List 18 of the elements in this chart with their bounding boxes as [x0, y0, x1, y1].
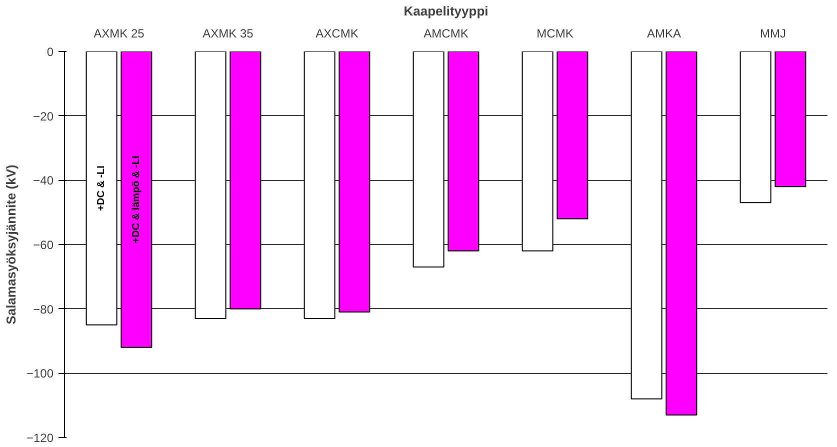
y-tick-label: −60 — [33, 238, 54, 252]
y-axis-title: Salamasyöksyjännite (kV) — [3, 164, 18, 324]
x-tick-label: MCMK — [536, 26, 574, 40]
y-tick-label: −120 — [26, 431, 54, 445]
x-tick-label: AMCMK — [424, 26, 468, 40]
x-tick-label: AXMK 35 — [202, 26, 254, 40]
series-label: +DC & lämpö & -LI — [130, 155, 142, 244]
y-tick-label: −20 — [33, 109, 54, 124]
x-tick-label: AXCMK — [316, 26, 358, 40]
x-tick-label: AMKA — [646, 26, 682, 40]
y-tick-label: −100 — [26, 366, 54, 381]
x-axis-title: Kaapelityyppi — [404, 4, 488, 18]
x-tick-label: MMJ — [760, 26, 786, 40]
y-tick-label: −80 — [33, 302, 54, 316]
y-tick-label: −40 — [33, 174, 54, 188]
y-tick-label: 0 — [46, 45, 54, 59]
x-tick-label: AXMK 25 — [94, 26, 145, 40]
series-label: +DC & -LI — [96, 165, 108, 211]
